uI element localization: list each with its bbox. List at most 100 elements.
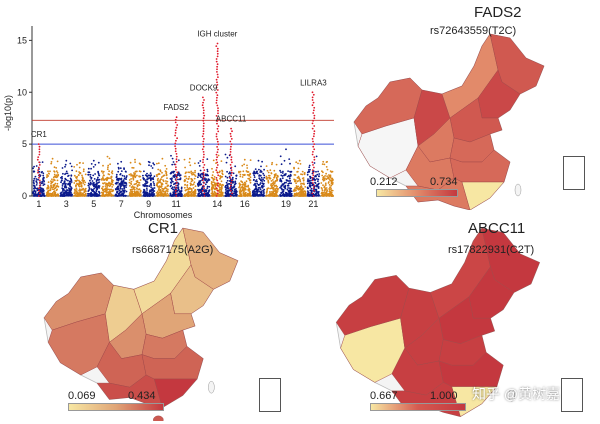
map-panel-cr1: CR1 rs6687175(A2G) 0.069 0.434: [0, 212, 300, 421]
data-point: [199, 195, 202, 197]
data-point: [139, 170, 142, 173]
signal-point: [202, 106, 205, 109]
data-point: [284, 187, 287, 189]
data-point: [142, 194, 145, 196]
data-point: [130, 173, 132, 175]
data-point: [81, 179, 84, 182]
data-point: [95, 183, 98, 186]
signal-point: [312, 187, 315, 190]
annotation-label: LILRA3: [300, 78, 327, 87]
data-point: [153, 187, 156, 189]
signal-point: [175, 155, 178, 158]
data-point: [97, 185, 100, 187]
data-point: [54, 195, 57, 197]
data-point: [259, 171, 262, 173]
data-point: [106, 178, 109, 181]
chromosome-5: [87, 159, 101, 197]
signal-point: [216, 65, 219, 68]
data-point: [330, 184, 333, 187]
data-point: [331, 182, 334, 185]
signal-point: [215, 115, 218, 117]
data-point: [119, 173, 122, 176]
data-point: [260, 165, 262, 168]
data-point: [97, 195, 100, 197]
data-point: [331, 195, 334, 197]
data-point: [148, 190, 151, 193]
data-point: [177, 187, 179, 190]
data-point: [322, 160, 325, 163]
data-point: [254, 183, 256, 186]
data-point: [32, 181, 35, 184]
data-point: [192, 187, 195, 189]
data-point: [97, 182, 99, 184]
data-point: [203, 189, 206, 192]
data-point: [35, 165, 38, 167]
data-point: [116, 190, 118, 193]
data-point: [170, 187, 173, 190]
signal-point: [231, 130, 233, 133]
data-point: [64, 189, 66, 192]
data-point: [52, 176, 55, 179]
data-point: [259, 194, 262, 196]
data-point: [39, 188, 42, 191]
legend-max: 0.434: [128, 390, 156, 402]
data-point: [139, 179, 142, 181]
data-point: [187, 177, 190, 180]
data-point: [179, 177, 182, 180]
signal-point: [216, 189, 219, 192]
data-point: [267, 181, 270, 184]
chromosome-3: [59, 159, 73, 197]
data-point: [219, 183, 222, 185]
data-point: [130, 180, 133, 183]
data-point: [94, 183, 97, 186]
data-point: [159, 185, 162, 188]
data-point: [327, 193, 330, 195]
signal-point: [311, 192, 314, 195]
signal-point: [175, 195, 178, 197]
data-point: [290, 174, 292, 177]
data-point: [244, 195, 246, 197]
data-point: [63, 181, 66, 184]
data-point: [114, 194, 117, 197]
data-point: [306, 173, 309, 176]
signal-point: [230, 143, 233, 146]
x-tick-label: 3: [64, 199, 69, 209]
signal-point: [202, 158, 205, 161]
data-point: [151, 195, 153, 197]
data-point: [273, 169, 276, 172]
data-point: [92, 194, 95, 197]
data-point: [173, 194, 176, 197]
signal-point: [215, 45, 218, 47]
data-point: [194, 189, 197, 192]
legend-gradient: [68, 403, 164, 411]
data-point: [78, 172, 81, 175]
data-point: [277, 175, 279, 178]
data-point: [69, 162, 72, 165]
data-point: [242, 191, 245, 194]
data-point: [243, 174, 245, 177]
data-point: [73, 182, 76, 184]
data-point: [170, 154, 172, 157]
data-point: [53, 166, 56, 169]
data-point: [206, 181, 208, 184]
data-point: [49, 170, 51, 173]
data-point: [76, 175, 79, 178]
data-point: [82, 180, 85, 183]
data-point: [135, 180, 138, 183]
data-point: [100, 194, 103, 197]
data-point: [165, 174, 168, 177]
data-point: [198, 165, 201, 167]
data-point: [173, 182, 176, 185]
data-point: [34, 191, 37, 194]
data-point: [169, 192, 172, 195]
data-point: [185, 177, 188, 180]
data-point: [64, 165, 66, 168]
data-point: [197, 173, 200, 176]
data-point: [165, 170, 167, 173]
data-point: [64, 194, 67, 197]
data-point: [188, 175, 191, 178]
peak-point: [120, 160, 123, 163]
data-point: [323, 163, 326, 166]
signal-point: [312, 195, 315, 197]
data-point: [289, 170, 291, 173]
